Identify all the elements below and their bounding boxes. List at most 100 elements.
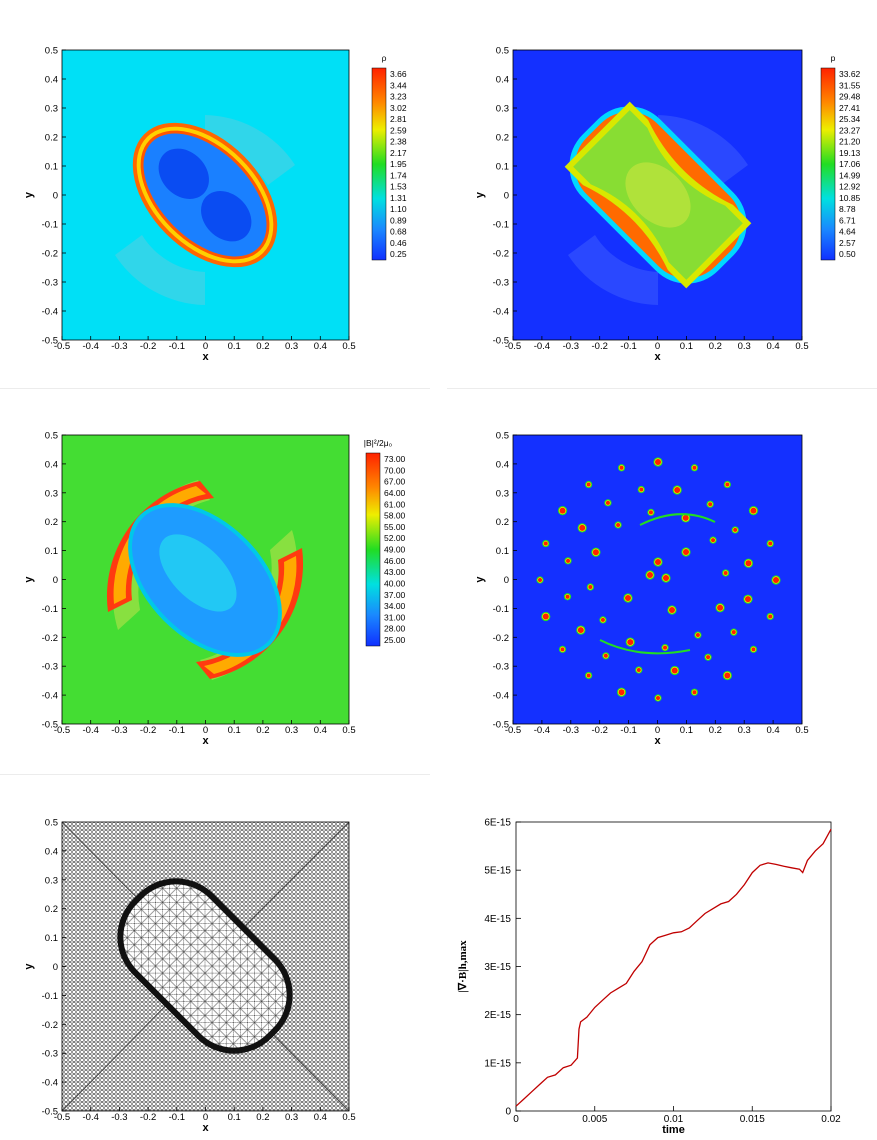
x-tick-label: -0.3 xyxy=(563,341,579,352)
y-tick-label: 4E-15 xyxy=(484,914,511,925)
y-tick-label: 6E-15 xyxy=(484,818,511,829)
colorbar-level-label: 31.55 xyxy=(839,80,861,90)
divergence-filament xyxy=(599,639,691,655)
x-tick-label: 0.015 xyxy=(740,1114,765,1125)
x-tick-label: 0.1 xyxy=(680,341,693,352)
density-colorbar xyxy=(371,67,387,261)
y-tick-label: -0.1 xyxy=(493,604,509,615)
colorbar-level-label: 58.00 xyxy=(384,511,406,521)
divergence-spot xyxy=(744,596,751,603)
divergence-spot xyxy=(566,558,571,563)
divergence-spot xyxy=(773,577,779,583)
x-tick-label: 0.005 xyxy=(582,1114,607,1125)
x-tick-label: 0.5 xyxy=(795,725,808,736)
x-tick-label: -0.5 xyxy=(505,725,521,736)
colorbar-level-label: 61.00 xyxy=(384,499,406,509)
pressure-field xyxy=(512,49,803,341)
divergence-spot xyxy=(708,502,713,507)
y-tick-label: 0.2 xyxy=(45,133,58,144)
divergence-spot xyxy=(723,570,728,575)
colorbar-level-label: 17.06 xyxy=(839,159,861,169)
y-tick-label: -0.3 xyxy=(493,278,509,289)
y-tick-label: -0.4 xyxy=(42,307,58,318)
x-tick-label: 0.1 xyxy=(680,725,693,736)
density-colorbar-labels: ρ3.663.44 3.233.022.812.59 2.382.171.951.7… xyxy=(382,53,407,259)
x-tick-label: 0 xyxy=(203,725,208,736)
y-tick-label: 0.3 xyxy=(496,488,509,499)
density-field xyxy=(61,49,350,341)
colorbar-level-label: 3.66 xyxy=(390,69,407,79)
y-tick-label: 0.1 xyxy=(45,933,58,944)
y-tick-label: 0.3 xyxy=(45,875,58,886)
x-axis-label: x xyxy=(202,351,209,363)
colorbar-title: ρ xyxy=(382,53,387,63)
divergence-field xyxy=(512,434,803,725)
colorbar-level-label: 3.02 xyxy=(390,103,407,113)
divergence-spot xyxy=(745,560,752,567)
y-tick-label: 0 xyxy=(504,575,509,586)
divergence-axes: -0.5 -0.4 -0.3 -0.2 -0.1 0 0.1 0.2 0.3 0.4 0.5 0.5 0… xyxy=(474,431,809,748)
divergence-spot xyxy=(618,689,625,696)
x-tick-label: 0.4 xyxy=(766,341,779,352)
divergence-spot xyxy=(669,607,675,613)
divergence-spot xyxy=(565,594,570,599)
x-tick-label: 0 xyxy=(203,341,208,352)
y-tick-label: 0.2 xyxy=(45,517,58,528)
y-tick-label: -0.3 xyxy=(42,662,58,673)
y-tick-label: 0.5 xyxy=(496,46,509,57)
y-tick-label: 0 xyxy=(504,191,509,202)
y-tick-label: 0.5 xyxy=(496,431,509,442)
y-tick-label: 0.5 xyxy=(45,818,58,829)
colorbar-level-label: 2.81 xyxy=(390,114,407,124)
colorbar-level-label: 67.00 xyxy=(384,477,406,487)
colorbar-level-label: 2.57 xyxy=(839,238,856,248)
y-tick-label: -0.5 xyxy=(42,336,58,347)
y-tick-label: 5E-15 xyxy=(484,866,511,877)
divergence-spot xyxy=(542,613,549,620)
divergence-spot xyxy=(605,500,610,505)
y-tick-label: -0.1 xyxy=(42,604,58,615)
x-tick-label: 0 xyxy=(203,1112,208,1123)
colorbar-level-label: 49.00 xyxy=(384,545,406,555)
divergence-spot xyxy=(682,514,689,521)
magnetic-pressure-field xyxy=(61,434,350,725)
y-tick-label: -0.2 xyxy=(493,633,509,644)
y-tick-label: 0 xyxy=(53,191,58,202)
x-tick-label: -0.4 xyxy=(83,1112,99,1123)
x-axis-label: x xyxy=(654,351,661,363)
colorbar-level-label: 28.00 xyxy=(384,624,406,634)
colorbar-level-label: 43.00 xyxy=(384,567,406,577)
magnetic-pressure-axes: -0.5 -0.4 -0.3 -0.2 -0.1 0 0.1 0.2 0.3 0.4 0.5 0.5 0… xyxy=(23,431,356,748)
x-tick-label: 0.5 xyxy=(342,725,355,736)
x-tick-label: -0.1 xyxy=(620,341,636,352)
x-tick-label: -0.4 xyxy=(534,341,550,352)
y-axis-label: y xyxy=(474,191,486,198)
y-axis-label: y xyxy=(23,576,35,583)
x-tick-label: 0.4 xyxy=(314,725,327,736)
divergence-spot xyxy=(692,465,697,470)
divergence-spot xyxy=(733,527,738,532)
divergence-spot xyxy=(616,522,621,527)
divergence-spot xyxy=(768,541,773,546)
y-axis-label: |∇·B|h,max xyxy=(457,940,469,993)
y-tick-label: -0.5 xyxy=(42,720,58,731)
y-axis-label: y xyxy=(23,963,35,970)
x-tick-label: -0.2 xyxy=(140,341,156,352)
divergence-filament xyxy=(639,513,716,526)
colorbar-level-label: 40.00 xyxy=(384,578,406,588)
x-tick-label: 0 xyxy=(655,725,660,736)
pressure-colorbar xyxy=(820,67,836,261)
colorbar-level-label: 2.17 xyxy=(390,148,407,158)
divergence-spot xyxy=(625,595,631,601)
divergence-spot xyxy=(627,639,634,646)
divergence-spot xyxy=(706,655,711,660)
y-tick-label: -0.5 xyxy=(493,720,509,731)
y-tick-label: 0.3 xyxy=(45,488,58,499)
x-tick-label: 0.5 xyxy=(795,341,808,352)
divergence-time-chart: 0 0.005 0.01 0.015 0.02 6E-15 5E-15 4E-15 3E-15 2… xyxy=(457,818,841,1137)
y-tick-label: -0.2 xyxy=(42,633,58,644)
divergence-spot xyxy=(725,482,730,487)
x-tick-label: -0.3 xyxy=(111,341,127,352)
y-tick-label: 0.4 xyxy=(496,75,509,86)
